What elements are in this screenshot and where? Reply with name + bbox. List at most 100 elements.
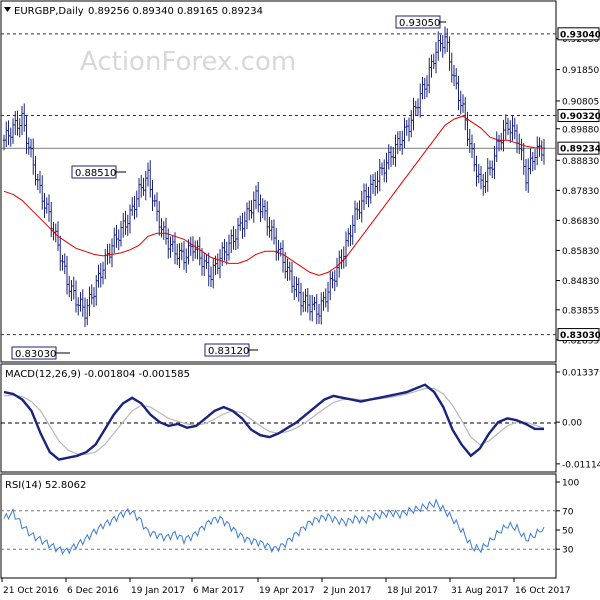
ohlc-bar (401, 130, 404, 155)
macd-panel[interactable] (0, 363, 557, 473)
ohlc-bar (484, 172, 487, 193)
ohlc-bar (455, 68, 458, 90)
ohlc-bar (470, 134, 474, 158)
ohlc-bar (9, 127, 12, 147)
ohlc-bar (290, 261, 294, 293)
symbol-label: EURGBP,Daily (14, 6, 84, 17)
ohlc-bar (288, 261, 291, 281)
ohlc-bar (468, 129, 471, 154)
price-level-tag: 0.83030 (557, 328, 600, 342)
ohlc-bar (277, 240, 280, 261)
ohlc-bar (77, 297, 80, 316)
ohlc-bar (200, 248, 204, 276)
ohlc-bar (218, 249, 222, 279)
ohlc-bar (362, 183, 366, 210)
ohlc-bar (506, 117, 510, 136)
callout-value: 0.83120 (208, 346, 249, 357)
rsi-panel[interactable] (0, 473, 557, 579)
ohlc-bar (376, 170, 379, 194)
macd-tick-label: 0.013379 (562, 368, 600, 378)
ohlc-bar (160, 218, 163, 238)
ohlc-bar (254, 185, 258, 210)
ohlc-bar (176, 244, 179, 266)
rsi-levels (1, 510, 556, 550)
ohlc-bar (322, 291, 325, 311)
ohlc-bar (461, 94, 465, 113)
ohlc-bar (396, 131, 399, 155)
date-tick-label: 19 Jan 2017 (131, 586, 185, 596)
macd-label: MACD(12,26,9) -0.001804 -0.001585 (5, 369, 190, 380)
ohlc-bar (169, 236, 172, 258)
ohlc-bar (7, 120, 10, 146)
ohlc-bar (86, 299, 89, 326)
ohlc-bar (302, 291, 305, 313)
ohlc-bar (412, 97, 415, 131)
level-tag-value: 0.83030 (560, 331, 600, 341)
rsi-tick-label: 30 (562, 546, 574, 556)
ohlc-bar (131, 197, 134, 216)
ohlc-bar (511, 115, 514, 141)
date-tick-label: 6 Mar 2017 (193, 586, 244, 596)
ohlc-bar (536, 136, 539, 166)
ohlc-bar (299, 282, 303, 316)
ohlc-bar (250, 200, 253, 219)
ohlc-bar (272, 219, 276, 245)
ohlc-bar (203, 253, 206, 277)
macd-main-line (3, 383, 544, 461)
level-tag-value: 0.93040 (560, 30, 600, 40)
ohlc-bar (124, 210, 127, 235)
ohlc-bar (113, 227, 116, 254)
ohlc-bar (295, 276, 298, 297)
ohlc-bar (437, 31, 440, 61)
ohlc-bar (223, 238, 226, 261)
ohlc-bar (430, 54, 433, 78)
ohlc-bar (5, 121, 8, 148)
ohlc-bar (117, 229, 120, 251)
ohlc-bar (81, 289, 84, 317)
price-level-tag: 0.89234 (557, 141, 600, 155)
ohlc-bar (351, 215, 354, 245)
ohlc-bar (261, 198, 264, 218)
ohlc-bar (403, 117, 406, 149)
dropdown-triangle-icon[interactable] (4, 7, 11, 12)
rsi-label: RSI(14) 52.8062 (5, 480, 86, 491)
ohlc-bar (180, 242, 183, 261)
ohlc-bar (257, 181, 260, 213)
ohlc-bar (38, 170, 42, 194)
ohlc-bar (488, 160, 492, 176)
ohlc-bar (326, 281, 330, 312)
ohlc-bar (491, 160, 494, 179)
ohlc-bar (173, 232, 177, 265)
ohlc-bar (279, 242, 282, 257)
ohlc-bar (459, 90, 462, 115)
ohlc-bar (392, 147, 395, 165)
price-tick-label: 0.91850 (562, 66, 599, 76)
ohlc-bar (119, 221, 123, 247)
ohlc-bar (149, 160, 152, 198)
ohlc-bar (88, 286, 91, 316)
ohlc-bar (538, 137, 541, 157)
price-level-tag: 0.90320 (557, 109, 600, 123)
price-tick-label: 0.87830 (562, 187, 599, 197)
ohlc-bar (45, 197, 48, 214)
date-tick-label: 16 Oct 2017 (515, 586, 571, 596)
ohlc-bar (205, 253, 208, 269)
ohlc-bar (198, 236, 201, 266)
ohlc-bar (155, 192, 159, 222)
price-tick-label: 0.82855 (562, 336, 599, 346)
price-tick-label: 0.88830 (562, 157, 599, 167)
ohlc-bar (371, 174, 375, 194)
ohlc-bar (29, 138, 33, 158)
callout-value: 0.88510 (75, 168, 116, 179)
ohlc-bar (421, 76, 424, 100)
ohlc-bar (216, 253, 219, 275)
ohlc-bar (353, 200, 357, 233)
macd-tick-label: -0.011141 (562, 460, 600, 470)
date-tick-label: 21 Oct 2016 (3, 586, 59, 596)
ohlc-bar (50, 201, 53, 238)
ohlc-bar (90, 284, 93, 305)
ohlc-bar (475, 155, 478, 187)
chart-header: EURGBP,Daily 0.89256 0.89340 0.89165 0.8… (4, 6, 263, 17)
ohlc-bar (11, 118, 15, 144)
